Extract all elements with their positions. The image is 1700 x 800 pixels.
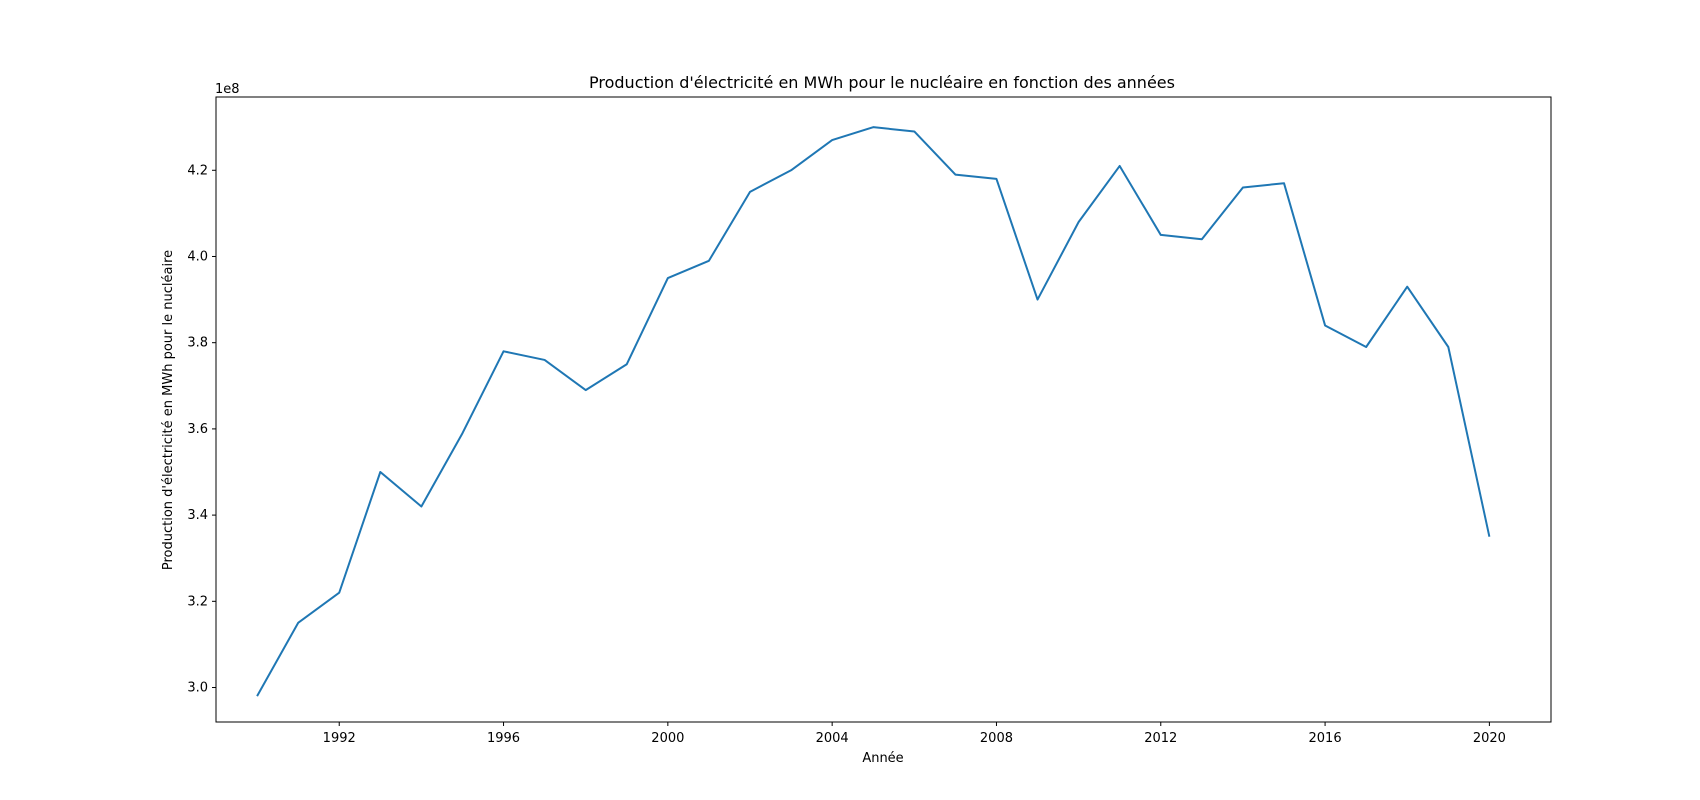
plot-frame <box>215 96 1552 723</box>
y-axis-label: Production d'électricité en MWh pour le … <box>161 250 176 570</box>
y-tick-label: 3.6 <box>187 422 208 437</box>
y-axis: 3.0 3.2 3.4 3.6 3.8 4.0 4.2 <box>187 163 216 696</box>
y-tick-label: 4.2 <box>187 163 208 178</box>
x-tick-label: 2016 <box>1309 731 1342 746</box>
x-tick-label: 2020 <box>1473 731 1506 746</box>
y-tick-label: 3.2 <box>187 594 208 609</box>
x-axis: 1992 1996 2000 2004 2008 2012 2016 2020 <box>323 722 1506 746</box>
y-tick-label: 3.0 <box>187 681 208 696</box>
x-tick-label: 2004 <box>816 731 849 746</box>
y-tick-label: 3.8 <box>187 336 208 351</box>
x-tick-label: 1996 <box>487 731 520 746</box>
plot-area <box>256 126 1491 697</box>
x-tick-label: 2012 <box>1144 731 1177 746</box>
x-tick-label: 2000 <box>651 731 684 746</box>
y-tick-label: 4.0 <box>187 249 208 264</box>
y-tick-label: 3.4 <box>187 508 208 523</box>
y-offset-label: 1e8 <box>215 82 240 97</box>
chart-title: Production d'électricité en MWh pour le … <box>589 73 1175 92</box>
x-tick-label: 1992 <box>323 731 356 746</box>
x-axis-label: Année <box>862 751 903 766</box>
series-line <box>256 126 1491 697</box>
x-tick-label: 2008 <box>980 731 1013 746</box>
